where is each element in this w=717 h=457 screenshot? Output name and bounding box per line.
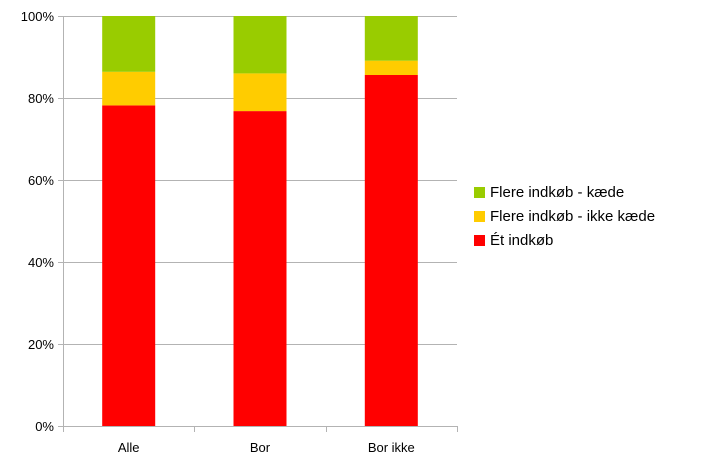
bars xyxy=(102,16,418,427)
bar-segment xyxy=(364,75,418,426)
y-tick-label: 60% xyxy=(28,173,54,188)
legend-item: Flere indkøb - kæde xyxy=(474,180,655,204)
legend-label: Flere indkøb - ikke kæde xyxy=(490,207,656,225)
legend: Flere indkøb - kæde Flere indkøb - ikke k… xyxy=(474,180,655,252)
x-tick-label: Alle xyxy=(118,440,140,455)
legend-item: Ét indkøb xyxy=(474,228,655,252)
axes xyxy=(58,16,458,432)
legend-swatch xyxy=(474,234,485,246)
legend-swatch xyxy=(474,186,485,198)
legend-swatch xyxy=(474,210,485,222)
y-tick-label: 0% xyxy=(35,419,54,434)
y-tick-label: 40% xyxy=(28,255,54,270)
legend-label: Ét indkøb xyxy=(490,231,554,249)
bar-segment xyxy=(364,60,418,75)
bar-segment xyxy=(364,16,418,61)
bar-segment xyxy=(233,111,287,426)
x-tick-label: Bor xyxy=(250,440,271,455)
bar-segment xyxy=(102,105,156,427)
bar-segment xyxy=(102,71,156,106)
y-tick-label: 20% xyxy=(28,337,54,352)
y-tick-label: 100% xyxy=(21,9,55,24)
x-tick-label: Bor ikke xyxy=(368,440,415,455)
y-axis-tick-labels: 0% 20% 40% 60% 80% 100% xyxy=(21,9,55,434)
y-tick-label: 80% xyxy=(28,91,54,106)
legend-label: Flere indkøb - kæde xyxy=(490,183,625,201)
bar-segment xyxy=(102,16,156,72)
bar-segment xyxy=(233,73,287,112)
legend-item: Flere indkøb - ikke kæde xyxy=(474,204,655,228)
x-axis-tick-labels: Alle Bor Bor ikke xyxy=(118,440,415,455)
bar-segment xyxy=(233,16,287,74)
